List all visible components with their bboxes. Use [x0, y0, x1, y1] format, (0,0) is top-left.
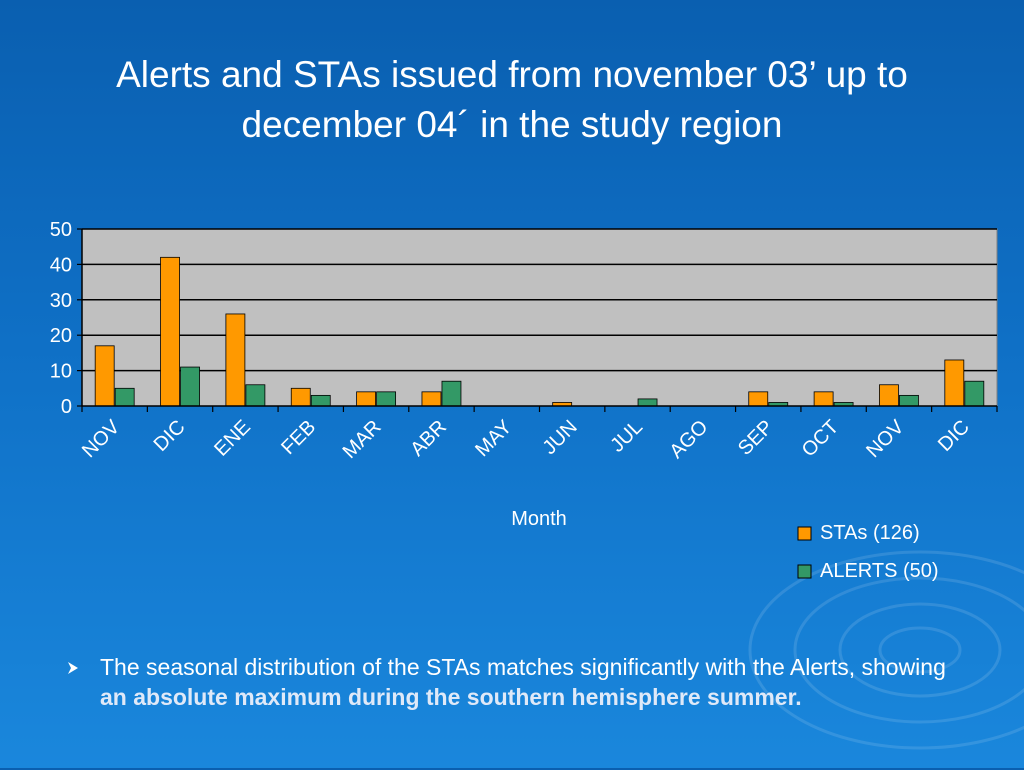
- bar: [180, 366, 200, 407]
- slide-title-line-2: december 04´ in the study region: [241, 104, 783, 145]
- y-tick-label: 50: [50, 219, 72, 241]
- bar: [94, 345, 115, 407]
- bar: [944, 359, 965, 407]
- y-tick-labels: 0 10 20 30 40 50: [50, 219, 72, 418]
- x-tick-label: DIC: [934, 416, 974, 456]
- y-tick-label: 0: [61, 396, 72, 418]
- x-tick-label: NOV: [78, 416, 125, 463]
- bar: [356, 391, 377, 407]
- bar: [160, 256, 180, 407]
- legend-label: STAs (126): [820, 522, 920, 544]
- bar: [637, 398, 658, 407]
- x-tick-labels: NOV DIC ENE FEB MAR ABR MAY JUN JUL AGO SEP OCT NOV D…: [78, 416, 974, 463]
- bar: [225, 313, 246, 407]
- bar: [441, 380, 462, 407]
- plot-area: [81, 228, 998, 407]
- x-tick-label: NOV: [862, 416, 909, 463]
- bullet-text: The seasonal distribution of the STAs ma…: [100, 652, 966, 712]
- bar: [899, 394, 919, 407]
- bar: [964, 380, 985, 407]
- legend-swatch: [797, 526, 812, 541]
- y-tick-label: 10: [50, 361, 72, 383]
- x-tick-label: AGO: [665, 416, 712, 463]
- legend-swatch: [797, 564, 812, 579]
- plot-background: [81, 228, 998, 407]
- x-tick-label: SEP: [734, 416, 778, 460]
- x-tick-label: MAY: [471, 416, 516, 461]
- x-tick-label: ENE: [210, 416, 255, 461]
- slide-title-line-1: Alerts and STAs issued from november 03’…: [116, 54, 908, 95]
- bullet-text-normal: The seasonal distribution of the STAs ma…: [100, 654, 946, 680]
- bar: [114, 387, 135, 407]
- x-tick-label: OCT: [798, 416, 843, 461]
- legend-label: ALERTS (50): [820, 560, 939, 582]
- bar: [376, 391, 397, 407]
- slide-title: Alerts and STAs issued from november 03’…: [40, 50, 984, 150]
- x-tick-label: JUL: [606, 416, 647, 457]
- bar: [421, 391, 442, 407]
- bullet-text-bold: an absolute maximum during the southern …: [100, 684, 802, 710]
- y-tick-label: 30: [50, 290, 72, 312]
- x-tick-label: DIC: [150, 416, 190, 456]
- bar: [290, 387, 311, 407]
- y-tick-label: 40: [50, 254, 72, 276]
- bar: [879, 384, 899, 407]
- axes: [77, 228, 998, 412]
- x-axis-label: Month: [511, 508, 567, 530]
- x-tick-label: FEB: [277, 416, 320, 459]
- bar: [748, 391, 769, 407]
- bar: [245, 384, 266, 407]
- bullet-point: The seasonal distribution of the STAs ma…: [66, 652, 966, 712]
- x-tick-label: JUN: [539, 416, 582, 459]
- bar: [310, 394, 331, 407]
- arrow-bullet-icon: [68, 662, 78, 674]
- x-tick-label: ABR: [406, 416, 451, 461]
- y-tick-label: 20: [50, 325, 72, 347]
- legend: STAs (126) ALERTS (50): [797, 522, 939, 582]
- bar: [813, 391, 834, 407]
- x-tick-label: MAR: [339, 416, 386, 463]
